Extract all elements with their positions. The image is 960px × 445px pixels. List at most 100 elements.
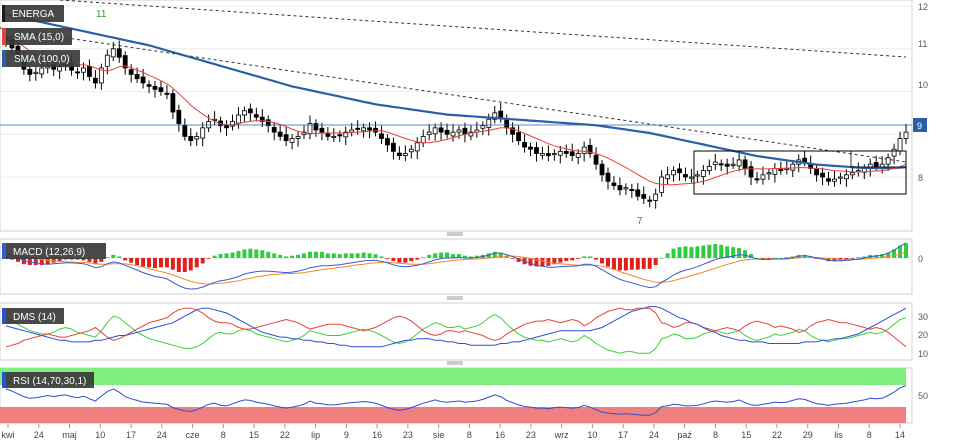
candle <box>838 172 843 185</box>
macd-y-tick: 0 <box>918 254 923 264</box>
candle <box>432 123 438 141</box>
dms-legend[interactable]: DMS (14) <box>13 312 56 323</box>
candle <box>611 176 617 190</box>
x-axis: kwi 24 maj 10 17 24 cze 8 15 22 lip 9 16 23 sie 8 16 23 wr… <box>2 424 905 440</box>
macd-bar <box>51 258 56 263</box>
last-price-tag <box>913 118 927 132</box>
candle <box>718 159 724 172</box>
candle <box>385 134 390 152</box>
x-axis-label: lip <box>311 430 320 440</box>
macd-bar <box>313 251 318 258</box>
candle <box>605 167 611 190</box>
candle <box>569 143 575 162</box>
rsi-legend[interactable]: RSI (14,70,30,1) <box>13 376 86 387</box>
candle <box>116 40 122 63</box>
macd-bar <box>784 257 789 258</box>
candle <box>319 122 325 141</box>
price-y-tick: 8 <box>918 173 923 183</box>
sma100-legend[interactable]: SMA (100,0) <box>14 54 70 65</box>
x-axis-label: 8 <box>467 430 472 440</box>
x-axis-label: 16 <box>372 430 382 440</box>
price-panel: 11 7 ENERGA SMA (15,0) SMA (100,0) 12 11… <box>0 0 928 232</box>
macd-legend[interactable]: MACD (12,26,9) <box>13 247 85 258</box>
x-axis-label: 17 <box>618 430 628 440</box>
candle <box>289 134 295 150</box>
macd-bar <box>474 255 479 258</box>
macd-bar <box>886 252 891 258</box>
macd-bar <box>296 254 301 258</box>
macd-bar <box>129 258 134 263</box>
candle <box>194 132 200 146</box>
sma15-legend[interactable]: SMA (15,0) <box>14 32 64 43</box>
candle <box>426 123 432 141</box>
candle <box>540 146 545 160</box>
macd-bar <box>200 258 205 264</box>
di-plus-line <box>5 314 907 354</box>
candle <box>295 130 301 147</box>
macd-bar <box>260 250 265 258</box>
macd-bar <box>772 258 777 259</box>
candle <box>677 163 682 181</box>
candle <box>247 103 253 121</box>
x-axis-label: lis <box>834 430 843 440</box>
sma15-line <box>5 35 907 186</box>
macd-bar <box>123 258 128 261</box>
resistance-box[interactable] <box>850 150 907 168</box>
candle <box>33 66 39 81</box>
candle <box>414 137 420 160</box>
macd-bar <box>403 258 408 263</box>
macd-bar <box>361 252 366 258</box>
candle <box>75 67 80 80</box>
ticker-label[interactable]: ENERGA <box>12 9 55 20</box>
rsi-oversold-zone <box>0 407 906 423</box>
candle <box>230 114 235 131</box>
macd-line <box>5 242 907 290</box>
panel-splitters[interactable] <box>447 232 463 365</box>
price-y-tick: 10 <box>918 80 928 90</box>
macd-bar <box>850 258 855 259</box>
macd-bar <box>81 258 86 261</box>
macd-bar <box>278 254 283 258</box>
candle <box>444 123 450 139</box>
candle <box>200 122 206 147</box>
macd-bar <box>528 258 533 266</box>
trendline-lower[interactable] <box>0 27 907 163</box>
macd-bar <box>856 257 861 258</box>
macd-bar <box>236 251 241 258</box>
x-axis-label: 17 <box>126 430 136 440</box>
macd-bar <box>582 256 587 258</box>
candle <box>665 166 670 185</box>
macd-bar <box>665 253 670 258</box>
macd-bar <box>760 258 765 259</box>
x-axis-label: 8 <box>221 430 226 440</box>
candle <box>408 144 414 159</box>
rsi-line <box>5 385 907 416</box>
macd-bar <box>93 258 98 265</box>
macd-bar <box>337 254 342 258</box>
high-annotation: 11 <box>96 9 107 20</box>
macd-bar <box>564 258 569 262</box>
consolidation-box[interactable] <box>693 150 907 195</box>
candle <box>331 128 337 142</box>
candle <box>754 171 760 184</box>
macd-bar <box>439 252 444 258</box>
macd-bar <box>611 258 616 270</box>
macd-bar <box>492 251 497 258</box>
candle <box>635 182 641 201</box>
candle <box>176 104 182 132</box>
macd-bar <box>468 256 473 258</box>
rsi-panel: RSI (14,70,30,1) 50 <box>0 367 928 424</box>
x-axis-label: maj <box>62 430 77 440</box>
macd-bar <box>826 258 831 262</box>
macd-bar <box>713 244 718 258</box>
adx-line <box>5 306 907 348</box>
macd-bar <box>409 258 414 262</box>
dms-y-tick: 10 <box>918 349 928 359</box>
candle <box>480 121 486 136</box>
candle <box>337 130 343 142</box>
macd-bar <box>57 258 62 262</box>
macd-bar <box>343 253 348 258</box>
candle <box>456 125 462 139</box>
macd-bar <box>749 254 754 258</box>
